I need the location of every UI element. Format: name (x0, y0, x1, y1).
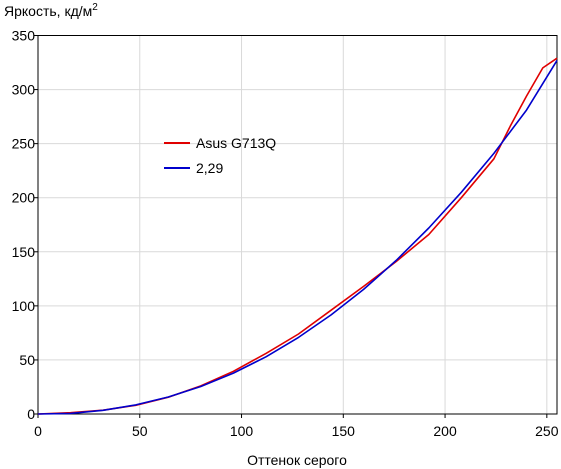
series-line-1 (37, 59, 558, 415)
y-tick-label: 100 (12, 298, 36, 314)
y-tick-label: 0 (27, 406, 35, 422)
plot-frame (37, 35, 558, 415)
y-tick-label: 50 (19, 352, 35, 368)
x-tick-label: 200 (433, 423, 457, 439)
y-axis-ticks: 0 50 100 150 200 250 300 350 (12, 28, 38, 422)
legend-label-0: Asus G713Q (196, 135, 276, 151)
grid (37, 35, 557, 415)
y-axis-title-superscript: 2 (92, 2, 98, 13)
y-tick-label: 300 (12, 82, 36, 98)
y-tick-label: 350 (12, 28, 36, 44)
x-tick-label: 0 (34, 423, 42, 439)
x-tick-label: 150 (332, 423, 356, 439)
x-axis-title: Оттенок серого (247, 452, 347, 468)
x-tick-label: 100 (230, 423, 254, 439)
legend-label-1: 2,29 (196, 160, 223, 176)
legend: Asus G713Q 2,29 (164, 135, 276, 176)
x-tick-label: 250 (535, 423, 559, 439)
y-tick-label: 250 (12, 136, 36, 152)
y-axis-title: Яркость, кд/м2 (4, 2, 98, 19)
y-tick-label: 200 (12, 190, 36, 206)
series-line-0 (37, 57, 558, 415)
series-layer (37, 57, 558, 415)
x-tick-label: 50 (132, 423, 148, 439)
x-axis-ticks: 0 50 100 150 200 250 (34, 414, 559, 439)
y-tick-label: 150 (12, 244, 36, 260)
